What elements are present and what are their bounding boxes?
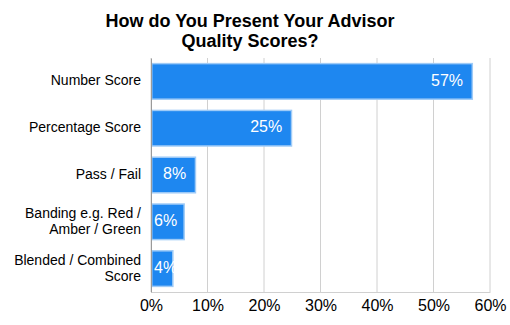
y-tick-label: Number Score [51, 72, 141, 88]
y-tick: Pass / Fail [76, 166, 151, 182]
y-tick-label: Banding e.g. Red /Amber / Green [25, 204, 141, 236]
grid-line [490, 58, 491, 292]
chart: How do You Present Your AdvisorQuality S… [0, 0, 510, 325]
text-line: How do You Present Your Advisor [105, 11, 394, 31]
title: How do You Present Your AdvisorQuality S… [105, 11, 394, 51]
x-tick: 0% [140, 292, 163, 314]
x-tick-label: 20% [248, 297, 280, 314]
x-tick-label: 0% [140, 297, 163, 314]
data-label: 4% [154, 259, 177, 276]
y-tick-label: Blended / CombinedScore [14, 251, 141, 283]
y-tick: Number Score [51, 72, 151, 88]
data-label: 8% [163, 165, 186, 182]
text-line: Pass / Fail [76, 166, 141, 182]
text-line: Blended / Combined [14, 251, 141, 267]
x-tick-label: 30% [305, 297, 337, 314]
text-line: Amber / Green [49, 221, 141, 237]
grid-line [151, 58, 152, 292]
grid [151, 58, 490, 292]
bar [152, 204, 184, 240]
x-axis: 0% 10% 20% 30% 40% 50% 60% [140, 292, 507, 314]
y-tick-label: Percentage Score [29, 119, 141, 135]
y-tick: Banding e.g. Red /Amber / Green [25, 204, 151, 236]
y-tick: Percentage Score [29, 119, 151, 135]
x-tick-label: 60% [474, 297, 506, 314]
text-line: Number Score [51, 72, 141, 88]
text-line: Percentage Score [29, 119, 141, 135]
plot: 0% 10% 20% 30% 40% 50% 60% Number Score Percenta… [14, 58, 506, 314]
x-tick: 40% [361, 292, 393, 314]
text-line: Quality Scores? [181, 31, 318, 51]
x-tick: 20% [248, 292, 280, 314]
data-label: 25% [250, 118, 282, 135]
x-tick: 30% [305, 292, 337, 314]
text-line: Banding e.g. Red / [25, 204, 141, 220]
x-tick-label: 40% [361, 297, 393, 314]
y-tick-label: Pass / Fail [76, 166, 141, 182]
x-tick: 50% [418, 292, 450, 314]
data-label: 57% [431, 72, 463, 89]
y-axis-line [151, 59, 152, 293]
x-axis-line [152, 292, 491, 293]
data-label: 6% [154, 212, 177, 229]
x-tick: 60% [474, 292, 506, 314]
text-line: Score [104, 267, 141, 283]
bar [152, 64, 473, 100]
y-axis: Number Score Percentage Score Pass / Fail B… [14, 59, 151, 293]
bar [152, 110, 292, 146]
bars [152, 64, 473, 287]
x-tick: 10% [192, 292, 224, 314]
x-tick-label: 50% [418, 297, 450, 314]
x-tick-label: 10% [192, 297, 224, 314]
data-labels: 57% 25% 8% 6% 4% [154, 72, 463, 276]
bar [152, 157, 196, 193]
y-tick: Blended / CombinedScore [14, 251, 151, 283]
